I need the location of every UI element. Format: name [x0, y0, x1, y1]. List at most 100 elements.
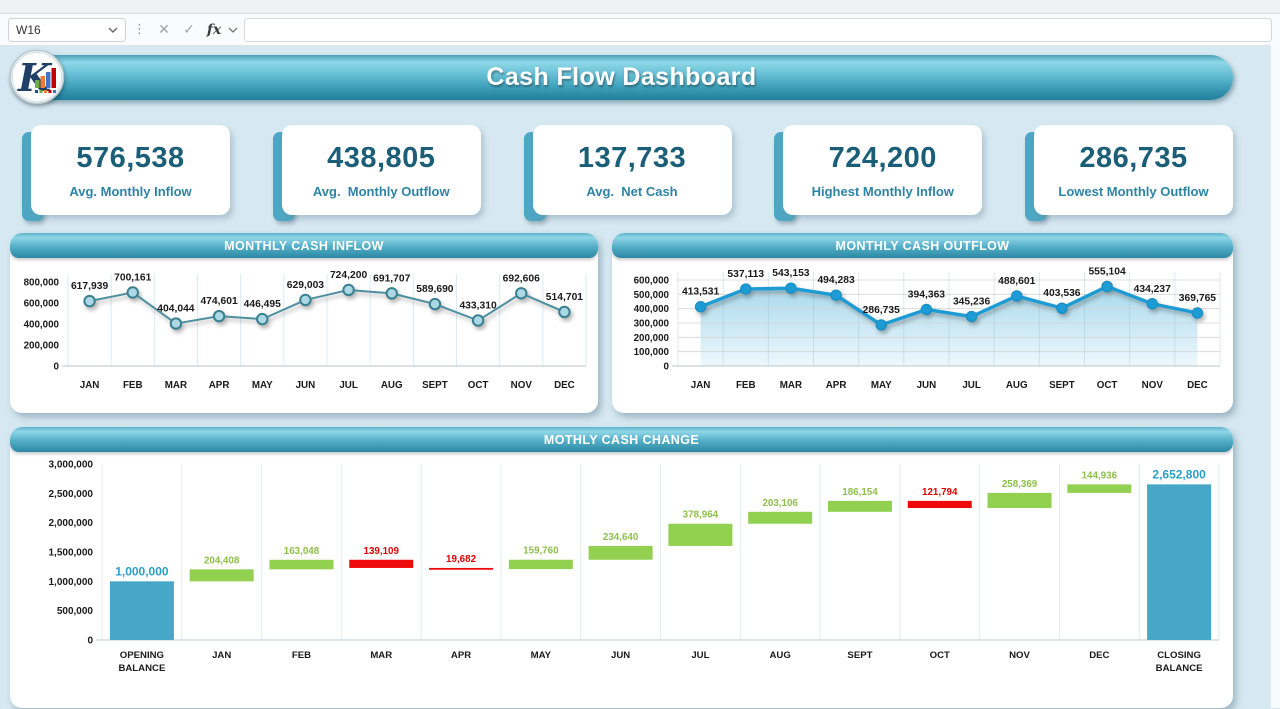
inflow-line-chart[interactable]: 0 200,000 400,000 600,000 800,000 JAN FEB MAR AP…	[10, 258, 596, 411]
kpi-row: 576,538 Avg. Monthly Inflow 438,805 Avg.…	[22, 125, 1233, 221]
kpi-value: 576,538	[76, 141, 185, 174]
chevron-down-icon[interactable]	[108, 27, 118, 33]
svg-text:139,109: 139,109	[364, 546, 400, 557]
svg-text:537,113: 537,113	[727, 269, 764, 280]
svg-text:JAN: JAN	[80, 380, 100, 391]
kpi-label: Avg. Monthly Outflow	[312, 183, 450, 199]
kpi-value: 137,733	[577, 141, 687, 174]
svg-text:AUG: AUG	[770, 650, 791, 661]
page-title: Cash Flow Dashboard	[486, 63, 757, 91]
svg-text:NOV: NOV	[1142, 380, 1164, 391]
svg-text:404,044: 404,044	[157, 304, 194, 315]
svg-text:DEC: DEC	[1089, 650, 1109, 661]
svg-text:APR: APR	[826, 380, 847, 391]
svg-text:1,000,000: 1,000,000	[115, 564, 169, 578]
svg-text:200,000: 200,000	[24, 341, 60, 352]
svg-text:2,500,000: 2,500,000	[49, 489, 94, 500]
svg-text:DEC: DEC	[1187, 380, 1208, 391]
outflow-chart-header: MONTHLY CASH OUTFLOW	[612, 233, 1233, 258]
svg-text:400,000: 400,000	[634, 304, 670, 315]
cash-change-waterfall-chart[interactable]: 0 500,000 1,000,000 1,500,000 2,000,000 2,500…	[10, 452, 1231, 708]
outflow-area-chart[interactable]: 0 100,000 200,000 300,000 400,000 500,000 600,…	[612, 258, 1231, 411]
svg-text:0: 0	[87, 636, 93, 647]
svg-text:2,000,000: 2,000,000	[49, 518, 94, 529]
svg-text:JUN: JUN	[611, 650, 630, 661]
svg-text:MAR: MAR	[370, 650, 392, 661]
chevron-down-icon[interactable]	[228, 27, 238, 33]
charts-row: MONTHLY CASH INFLOW 0 200,000 400,000 600,0…	[10, 233, 1233, 413]
svg-text:258,369: 258,369	[1002, 479, 1038, 490]
svg-text:378,964: 378,964	[683, 510, 719, 521]
svg-text:163,048: 163,048	[284, 546, 320, 557]
svg-text:494,283: 494,283	[817, 275, 854, 286]
svg-text:MAY: MAY	[531, 650, 552, 661]
svg-text:403,536: 403,536	[1043, 288, 1080, 299]
svg-text:286,735: 286,735	[863, 305, 900, 316]
svg-text:100,000: 100,000	[634, 347, 670, 358]
insert-function-icon[interactable]: fx	[203, 19, 225, 41]
svg-text:CLOSING: CLOSING	[1157, 650, 1201, 661]
kpi-value: 438,805	[327, 141, 436, 174]
svg-text:OCT: OCT	[1097, 380, 1118, 391]
svg-text:3,000,000: 3,000,000	[49, 460, 94, 471]
inflow-chart-title: MONTHLY CASH INFLOW	[224, 238, 384, 253]
svg-text:369,765: 369,765	[1179, 293, 1216, 304]
svg-text:434,237: 434,237	[1134, 284, 1171, 295]
kpi-label: Highest Monthly Inflow	[811, 183, 954, 199]
svg-text:488,601: 488,601	[998, 276, 1035, 287]
svg-text:691,707: 691,707	[373, 273, 410, 284]
svg-text:APR: APR	[451, 650, 471, 661]
svg-text:600,000: 600,000	[24, 299, 60, 310]
svg-text:433,310: 433,310	[459, 301, 496, 312]
svg-text:629,003: 629,003	[287, 280, 324, 291]
svg-text:DEC: DEC	[554, 380, 575, 391]
kpi-highest-monthly-inflow: 724,200 Highest Monthly Inflow	[774, 125, 983, 221]
svg-text:700,161: 700,161	[114, 272, 151, 283]
svg-text:AUG: AUG	[1006, 380, 1028, 391]
vertical-scrollbar[interactable]	[1270, 45, 1280, 708]
outflow-chart-title: MONTHLY CASH OUTFLOW	[835, 238, 1010, 253]
kpi-avg-net-cash: 137,733 Avg. Net Cash	[523, 125, 732, 221]
cell-name-box[interactable]: W16	[8, 17, 126, 42]
svg-text:400,000: 400,000	[24, 320, 60, 331]
svg-text:OCT: OCT	[468, 380, 489, 391]
cell-reference: W16	[16, 22, 41, 37]
cash-change-title: MOTHLY CASH CHANGE	[543, 432, 700, 447]
formula-input[interactable]	[244, 17, 1272, 42]
cash-change-header: MOTHLY CASH CHANGE	[10, 427, 1233, 452]
svg-text:800,000: 800,000	[24, 278, 60, 289]
svg-text:121,794: 121,794	[922, 487, 958, 498]
svg-text:203,106: 203,106	[762, 498, 798, 509]
svg-text:600,000: 600,000	[634, 276, 670, 287]
kpi-avg-monthly-inflow: 576,538 Avg. Monthly Inflow	[22, 125, 230, 221]
svg-text:446,495: 446,495	[244, 299, 281, 310]
svg-text:JUN: JUN	[296, 380, 316, 391]
svg-text:FEB: FEB	[123, 380, 143, 391]
svg-text:MAY: MAY	[871, 380, 892, 391]
svg-text:BALANCE: BALANCE	[1156, 663, 1204, 674]
cancel-icon[interactable]: ✕	[153, 19, 175, 41]
kpi-label: Avg. Monthly Inflow	[69, 183, 192, 199]
kpi-avg-monthly-outflow: 438,805 Avg. Monthly Outflow	[272, 125, 481, 221]
enter-icon[interactable]: ✓	[178, 19, 200, 41]
svg-text:19,682: 19,682	[446, 554, 477, 565]
svg-text:MAR: MAR	[165, 380, 187, 391]
svg-text:MAR: MAR	[780, 380, 802, 391]
svg-text:OPENING: OPENING	[120, 650, 164, 661]
svg-text:0: 0	[664, 362, 670, 373]
svg-text:589,690: 589,690	[416, 284, 453, 295]
svg-text:394,363: 394,363	[908, 289, 945, 300]
formula-bar-separator: ⋮	[133, 22, 146, 37]
formula-bar: W16 ⋮ ✕ ✓ fx	[0, 14, 1280, 46]
company-logo: K	[9, 49, 65, 105]
svg-text:FEB: FEB	[736, 380, 756, 391]
svg-text:500,000: 500,000	[57, 606, 94, 617]
svg-text:0: 0	[54, 362, 60, 373]
svg-text:JUL: JUL	[962, 380, 981, 391]
dashboard-header: Cash Flow Dashboard K	[0, 46, 1280, 112]
svg-text:1,000,000: 1,000,000	[49, 577, 94, 588]
svg-text:MAY: MAY	[252, 380, 273, 391]
svg-text:JAN: JAN	[691, 380, 711, 391]
svg-text:JUN: JUN	[917, 380, 937, 391]
